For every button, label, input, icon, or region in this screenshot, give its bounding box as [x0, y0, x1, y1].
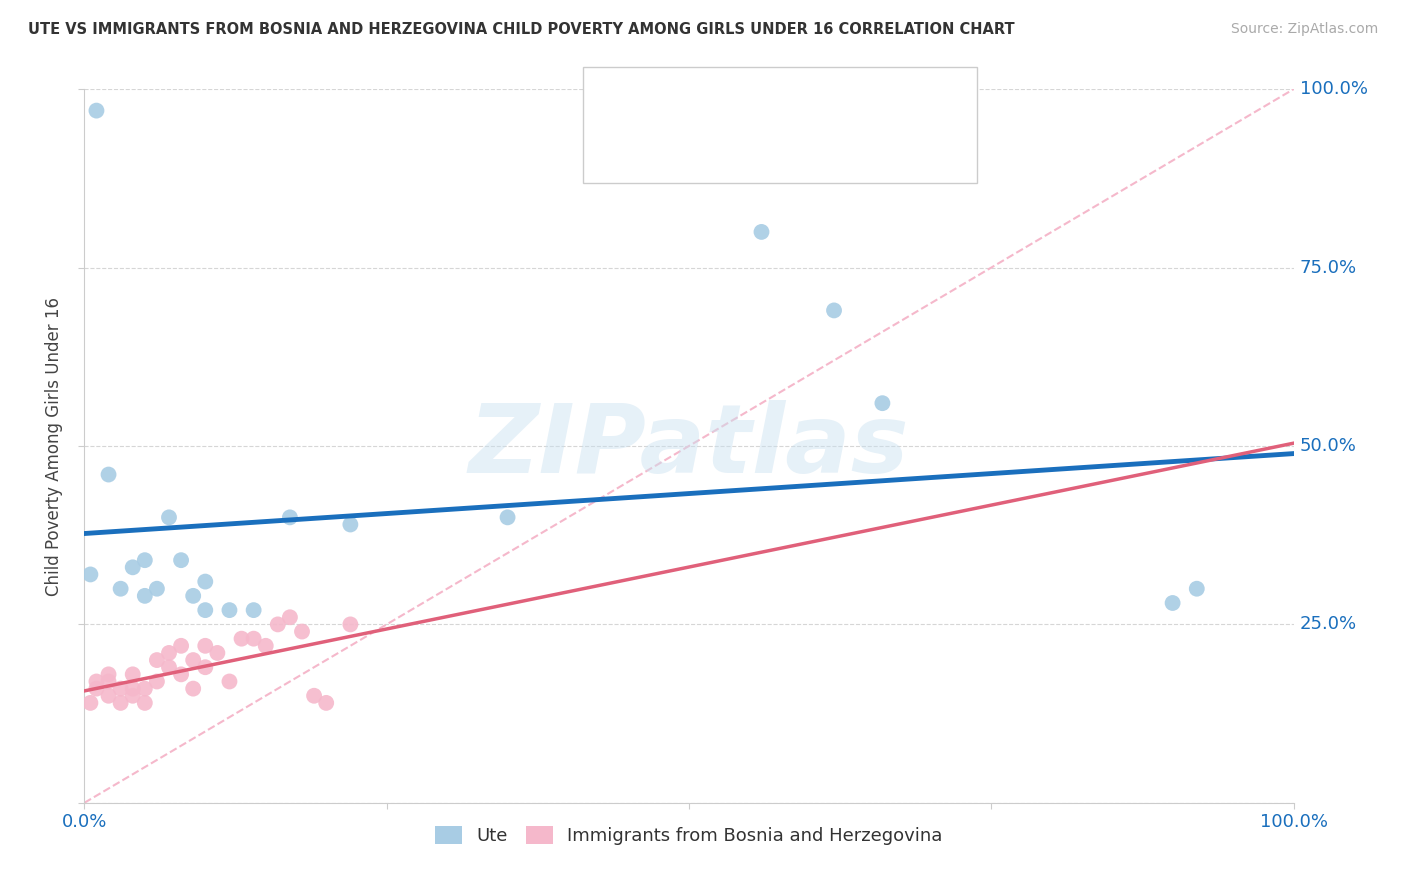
Point — [110, 681, 132, 696]
Point — [302, 689, 325, 703]
Point — [157, 660, 180, 674]
Point — [79, 696, 101, 710]
Point — [496, 510, 519, 524]
Point — [218, 603, 240, 617]
Point — [86, 674, 108, 689]
Point — [121, 560, 143, 574]
Point — [194, 660, 217, 674]
Point — [207, 646, 229, 660]
Point — [97, 674, 120, 689]
Text: UTE VS IMMIGRANTS FROM BOSNIA AND HERZEGOVINA CHILD POVERTY AMONG GIRLS UNDER 16: UTE VS IMMIGRANTS FROM BOSNIA AND HERZEG… — [28, 22, 1015, 37]
Point — [194, 603, 217, 617]
Text: 75.0%: 75.0% — [1299, 259, 1357, 277]
Point — [121, 667, 143, 681]
Text: Source: ZipAtlas.com: Source: ZipAtlas.com — [1230, 22, 1378, 37]
Point — [86, 103, 108, 118]
Point — [872, 396, 894, 410]
Point — [242, 603, 264, 617]
Text: R = 0.294   N = 23: R = 0.294 N = 23 — [647, 100, 846, 120]
Point — [146, 582, 169, 596]
Text: ZIPatlas: ZIPatlas — [468, 400, 910, 492]
Point — [170, 553, 193, 567]
Point — [79, 567, 101, 582]
Point — [194, 639, 217, 653]
Point — [146, 653, 169, 667]
Point — [242, 632, 264, 646]
Point — [339, 617, 361, 632]
Point — [339, 517, 361, 532]
Point — [751, 225, 773, 239]
Point — [97, 467, 120, 482]
Point — [181, 681, 204, 696]
Point — [110, 696, 132, 710]
Point — [1185, 582, 1208, 596]
Text: R = 0.387   N = 34: R = 0.387 N = 34 — [647, 148, 846, 168]
Point — [231, 632, 253, 646]
Point — [110, 582, 132, 596]
Point — [218, 674, 240, 689]
Point — [267, 617, 290, 632]
Point — [146, 674, 169, 689]
Point — [134, 681, 156, 696]
Point — [1161, 596, 1184, 610]
Point — [170, 667, 193, 681]
Point — [181, 589, 204, 603]
Point — [157, 646, 180, 660]
Point — [278, 610, 301, 624]
Text: 25.0%: 25.0% — [1299, 615, 1357, 633]
Point — [97, 667, 120, 681]
Point — [315, 696, 337, 710]
Point — [121, 681, 143, 696]
Text: 50.0%: 50.0% — [1299, 437, 1357, 455]
Point — [121, 689, 143, 703]
Point — [97, 689, 120, 703]
Point — [823, 303, 845, 318]
Point — [86, 681, 108, 696]
Point — [134, 589, 156, 603]
Y-axis label: Child Poverty Among Girls Under 16: Child Poverty Among Girls Under 16 — [45, 296, 63, 596]
Legend: Ute, Immigrants from Bosnia and Herzegovina: Ute, Immigrants from Bosnia and Herzegov… — [427, 819, 950, 852]
Point — [194, 574, 217, 589]
Point — [134, 553, 156, 567]
Point — [170, 639, 193, 653]
Point — [181, 653, 204, 667]
Point — [254, 639, 277, 653]
Point — [291, 624, 314, 639]
Point — [278, 510, 301, 524]
Text: 100.0%: 100.0% — [1299, 80, 1368, 98]
Point — [134, 696, 156, 710]
Point — [157, 510, 180, 524]
